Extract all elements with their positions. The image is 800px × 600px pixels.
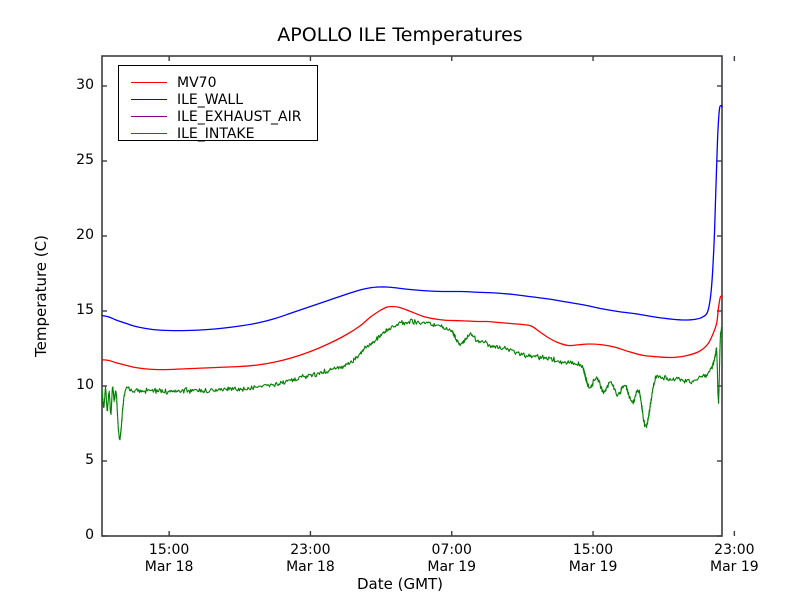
y-tick-label: 10	[76, 377, 94, 393]
x-tick-date: Mar 18	[286, 559, 335, 575]
x-tick-label: 15:00 Mar 19	[548, 542, 638, 576]
legend-color-swatch	[131, 82, 167, 83]
x-tick-label: 07:00 Mar 19	[407, 542, 497, 576]
legend-item-ile-wall[interactable]: ILE_WALL	[119, 91, 317, 108]
x-tick-label: 23:00 Mar 19	[689, 542, 779, 576]
legend-item-ile-intake[interactable]: ILE_INTAKE	[119, 125, 317, 142]
legend-item-mv70[interactable]: MV70	[119, 74, 317, 91]
y-tick-label: 25	[76, 152, 94, 168]
legend-color-swatch	[131, 99, 167, 100]
y-tick-label: 15	[76, 302, 94, 318]
legend-item-ile-exhaust-air[interactable]: ILE_EXHAUST_AIR	[119, 108, 317, 125]
x-tick-time: 23:00	[290, 542, 331, 558]
series-line-ile-wall	[101, 104, 723, 332]
legend-entries: MV70 ILE_WALL ILE_EXHAUST_AIR ILE_INTAKE	[119, 66, 317, 142]
series-line-ile-intake	[101, 318, 723, 441]
x-axis-label: Date (GMT)	[356, 575, 444, 593]
y-axis-label: Temperature (C)	[32, 235, 50, 357]
x-tick-time: 15:00	[148, 542, 190, 558]
chart-title: APOLLO ILE Temperatures	[277, 24, 523, 46]
x-tick-time: 15:00	[572, 542, 614, 558]
legend-label: ILE_INTAKE	[177, 126, 255, 142]
legend-label: MV70	[177, 75, 217, 91]
y-tick-label: 30	[76, 77, 94, 93]
y-tick-label: 0	[85, 527, 94, 543]
legend-color-swatch	[131, 133, 167, 134]
legend-color-swatch	[131, 116, 167, 117]
x-tick-time: 23:00	[714, 542, 755, 558]
x-tick-date: Mar 18	[144, 559, 194, 575]
legend-label: ILE_WALL	[177, 92, 244, 108]
x-tick-date: Mar 19	[710, 559, 759, 575]
legend-label: ILE_EXHAUST_AIR	[177, 109, 302, 125]
x-tick-label: 23:00 Mar 18	[265, 542, 355, 576]
x-tick-date: Mar 19	[427, 559, 477, 575]
x-tick-time: 07:00	[431, 542, 472, 558]
y-tick-label: 20	[76, 227, 94, 243]
y-tick-label: 5	[85, 452, 94, 468]
chart-legend: MV70 ILE_WALL ILE_EXHAUST_AIR ILE_INTAKE	[118, 65, 318, 142]
x-tick-date: Mar 19	[568, 559, 618, 575]
series-line-mv70	[101, 295, 723, 371]
x-tick-label: 15:00 Mar 18	[124, 542, 214, 576]
